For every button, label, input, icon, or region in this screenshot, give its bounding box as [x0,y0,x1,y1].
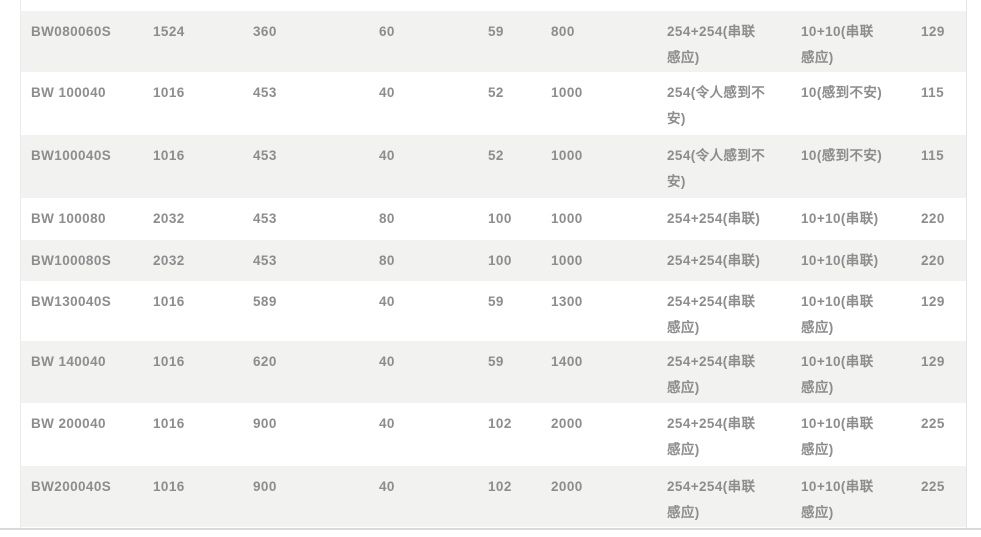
table-cell: 220 [921,253,945,268]
table-row: BW 140040 1016 620 40 59 1400 254+254(串联… [21,341,966,403]
table-cell: 620 [253,354,277,369]
table-row: BW 100080 2032 453 80 100 1000 254+254(串… [21,198,966,240]
table-cell: 1400 [551,354,583,369]
table-cell: 115 [921,85,944,100]
table-cell: 59 [488,354,504,369]
table-cell: 10+10(串联 感应) [801,24,874,65]
table-row: BW100080S 2032 453 80 100 1000 254+254(串… [21,240,966,281]
table-cell: 40 [379,479,395,494]
table-cell: 129 [921,294,945,309]
table-cell: 254+254(串联) [667,211,761,226]
table-cell: 1016 [153,85,185,100]
table-cell: 1016 [153,294,185,309]
table-cell: 1000 [551,253,583,268]
table-cell: 1016 [153,148,185,163]
table-cell: 10+10(串联) [801,211,879,226]
model-cell: BW130040S [31,294,112,309]
spec-table: BW080060S 1524 360 60 59 800 254+254(串联 … [21,11,966,527]
table-cell: 225 [921,479,945,494]
table-cell: 52 [488,85,504,100]
table-cell: 1016 [153,416,185,431]
table-cell: 80 [379,211,395,226]
table-cell: 1000 [551,85,583,100]
table-cell: 10+10(串联 感应) [801,354,874,395]
table-cell: 900 [253,416,277,431]
table-row: BW080060S 1524 360 60 59 800 254+254(串联 … [21,11,966,72]
model-cell: BW100080S [31,253,112,268]
table-row: BW 200040 1016 900 40 102 2000 254+254(串… [21,403,966,466]
table-cell: 40 [379,354,395,369]
table-cell: 60 [379,24,395,39]
table-cell: 100 [488,211,512,226]
model-cell: BW 100080 [31,211,106,226]
table-cell: 1000 [551,211,583,226]
table-cell: 40 [379,148,395,163]
table-cell: 225 [921,416,945,431]
model-cell: BW200040S [31,479,112,494]
table-cell: 52 [488,148,504,163]
table-cell: 10+10(串联 感应) [801,416,874,457]
table-row: BW100040S 1016 453 40 52 1000 254(令人感到不 … [21,135,966,198]
table-cell: 115 [921,148,944,163]
table-cell: 80 [379,253,395,268]
table-cell: 10+10(串联 感应) [801,479,874,520]
model-cell: BW080060S [31,24,112,39]
table-cell: 59 [488,24,504,39]
table-cell: 100 [488,253,512,268]
table-cell: 220 [921,211,945,226]
table-cell: 1016 [153,479,185,494]
table-cell: 2000 [551,479,583,494]
table-cell: 800 [551,24,575,39]
table-cell: 453 [253,148,277,163]
model-cell: BW 140040 [31,354,106,369]
table-cell: 102 [488,416,512,431]
model-cell: BW 100040 [31,85,106,100]
table-cell: 254+254(串联 感应) [667,354,756,395]
table-row: BW 100040 1016 453 40 52 1000 254(令人感到不 … [21,72,966,135]
section-divider [0,528,981,530]
table-cell: 40 [379,416,395,431]
table-row: BW200040S 1016 900 40 102 2000 254+254(串… [21,466,966,527]
table-cell: 254+254(串联 感应) [667,416,756,457]
spec-table-container: BW080060S 1524 360 60 59 800 254+254(串联 … [20,0,967,528]
cutoff-row-top [21,0,966,11]
table-cell: 2000 [551,416,583,431]
table-cell: 10+10(串联) [801,253,879,268]
table-cell: 254(令人感到不 安) [667,85,766,126]
table-cell: 254+254(串联 感应) [667,24,756,65]
table-row: BW130040S 1016 589 40 59 1300 254+254(串联… [21,281,966,341]
table-cell: 102 [488,479,512,494]
model-cell: BW100040S [31,148,112,163]
model-cell: BW 200040 [31,416,106,431]
table-cell: 2032 [153,253,185,268]
table-cell: 10(感到不安) [801,148,883,163]
table-cell: 254+254(串联 感应) [667,294,756,335]
table-cell: 900 [253,479,277,494]
table-cell: 40 [379,85,395,100]
table-cell: 453 [253,85,277,100]
table-cell: 129 [921,24,945,39]
table-cell: 59 [488,294,504,309]
table-cell: 2032 [153,211,185,226]
table-cell: 1016 [153,354,185,369]
table-cell: 453 [253,211,277,226]
table-cell: 254+254(串联) [667,253,761,268]
table-cell: 453 [253,253,277,268]
table-cell: 129 [921,354,945,369]
table-cell: 360 [253,24,277,39]
table-cell: 40 [379,294,395,309]
table-cell: 1300 [551,294,583,309]
table-cell: 254(令人感到不 安) [667,148,766,189]
table-cell: 1000 [551,148,583,163]
table-cell: 10+10(串联 感应) [801,294,874,335]
table-cell: 10(感到不安) [801,85,883,100]
table-cell: 254+254(串联 感应) [667,479,756,520]
table-cell: 1524 [153,24,185,39]
table-cell: 589 [253,294,277,309]
